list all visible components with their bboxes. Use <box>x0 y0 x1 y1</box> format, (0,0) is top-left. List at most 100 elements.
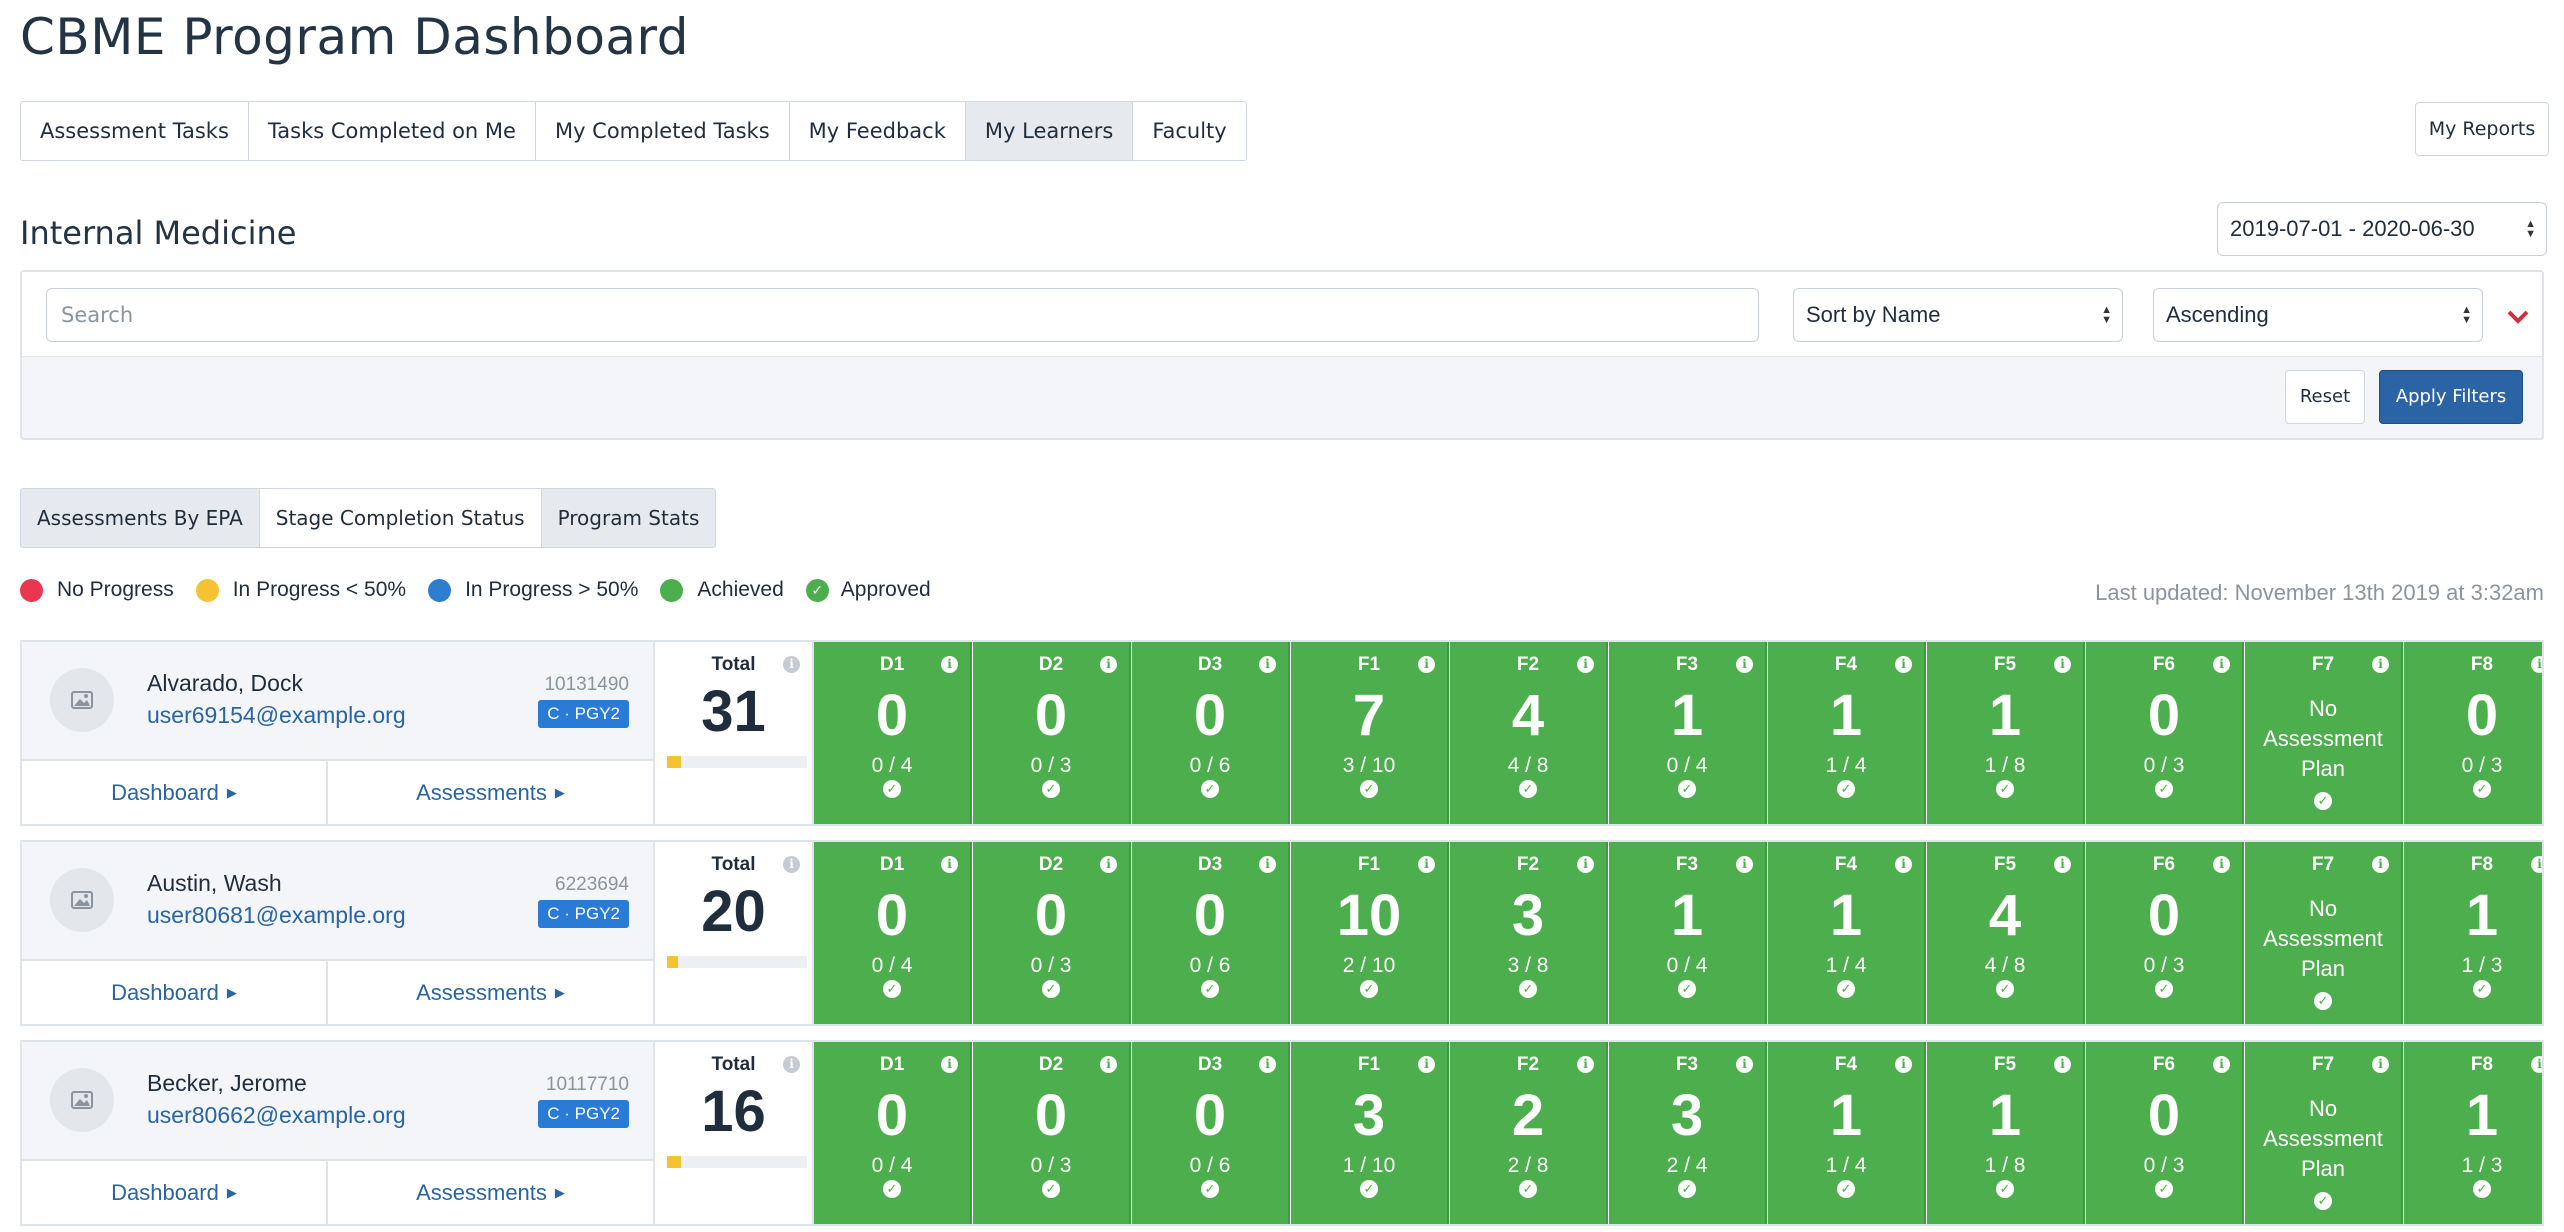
tab-tasks-completed-on-me[interactable]: Tasks Completed on Me <box>248 102 536 160</box>
epa-tile[interactable]: F2 i 4 4 / 8 ✓ <box>1450 642 1608 824</box>
info-icon[interactable]: i <box>1577 1056 1594 1073</box>
info-icon[interactable]: i <box>1100 1056 1117 1073</box>
reset-button[interactable]: Reset <box>2285 370 2365 424</box>
sort-by-select[interactable]: Sort by Name ▲ ▼ <box>1793 288 2123 342</box>
info-icon[interactable]: i <box>2531 1056 2542 1073</box>
epa-tile[interactable]: F4 i 1 1 / 4 ✓ <box>1768 642 1926 824</box>
tab-faculty[interactable]: Faculty <box>1133 102 1246 160</box>
info-icon[interactable]: i <box>1100 856 1117 873</box>
tab-assessment-tasks[interactable]: Assessment Tasks <box>21 102 249 160</box>
tab-my-learners[interactable]: My Learners <box>965 102 1134 160</box>
info-icon[interactable]: i <box>1895 656 1912 673</box>
info-icon[interactable]: i <box>941 656 958 673</box>
info-icon[interactable]: i <box>2213 1056 2230 1073</box>
dashboard-link[interactable]: Dashboard ▶ <box>22 761 328 824</box>
chevron-down-icon[interactable] <box>2507 304 2529 330</box>
info-icon[interactable]: i <box>941 856 958 873</box>
search-input[interactable]: Search <box>46 288 1759 342</box>
epa-tile[interactable]: D1 i 0 0 / 4 ✓ <box>814 1042 972 1224</box>
check-circle-icon: ✓ <box>883 980 901 998</box>
assessments-link[interactable]: Assessments ▶ <box>328 961 653 1024</box>
info-icon[interactable]: i <box>783 856 800 873</box>
learner-email[interactable]: user80662@example.org <box>147 1102 406 1128</box>
learner-email[interactable]: user69154@example.org <box>147 702 406 728</box>
learner-email[interactable]: user80681@example.org <box>147 902 406 928</box>
epa-tile[interactable]: F5 i 1 1 / 8 ✓ <box>1927 642 2085 824</box>
epa-tile[interactable]: D2 i 0 0 / 3 ✓ <box>973 642 1131 824</box>
epa-tile[interactable]: F1 i 3 1 / 10 ✓ <box>1291 1042 1449 1224</box>
assessments-link-label: Assessments <box>416 1179 547 1205</box>
info-icon[interactable]: i <box>1418 856 1435 873</box>
epa-tile[interactable]: F6 i 0 0 / 3 ✓ <box>2086 1042 2244 1224</box>
epa-tile[interactable]: F7 i No Assessment Plan ✓ <box>2245 1042 2403 1224</box>
info-icon[interactable]: i <box>2531 656 2542 673</box>
epa-tile[interactable]: F6 i 0 0 / 3 ✓ <box>2086 842 2244 1024</box>
info-icon[interactable]: i <box>1736 1056 1753 1073</box>
check-circle-icon: ✓ <box>1837 980 1855 998</box>
epa-tile[interactable]: F7 i No Assessment Plan ✓ <box>2245 842 2403 1024</box>
info-icon[interactable]: i <box>1895 1056 1912 1073</box>
epa-tile[interactable]: F7 i No Assessment Plan ✓ <box>2245 642 2403 824</box>
info-icon[interactable]: i <box>783 656 800 673</box>
epa-tile[interactable]: F5 i 1 1 / 8 ✓ <box>1927 1042 2085 1224</box>
info-icon[interactable]: i <box>2372 656 2389 673</box>
epa-tile[interactable]: F2 i 3 3 / 8 ✓ <box>1450 842 1608 1024</box>
info-icon[interactable]: i <box>1259 1056 1276 1073</box>
epa-tile[interactable]: F1 i 7 3 / 10 ✓ <box>1291 642 1449 824</box>
info-icon[interactable]: i <box>1100 656 1117 673</box>
epa-tile[interactable]: D3 i 0 0 / 6 ✓ <box>1132 642 1290 824</box>
info-icon[interactable]: i <box>1259 856 1276 873</box>
epa-tile[interactable]: D1 i 0 0 / 4 ✓ <box>814 842 972 1024</box>
epa-tile[interactable]: F3 i 1 0 / 4 ✓ <box>1609 842 1767 1024</box>
info-icon[interactable]: i <box>941 1056 958 1073</box>
info-icon[interactable]: i <box>1418 656 1435 673</box>
info-icon[interactable]: i <box>2213 856 2230 873</box>
tab-assessments-by-epa[interactable]: Assessments By EPA <box>21 489 260 547</box>
info-icon[interactable]: i <box>2213 656 2230 673</box>
epa-tile[interactable]: D2 i 0 0 / 3 ✓ <box>973 842 1131 1024</box>
date-range-select[interactable]: 2019-07-01 - 2020-06-30 ▲ ▼ <box>2217 202 2547 256</box>
epa-tile[interactable]: F2 i 2 2 / 8 ✓ <box>1450 1042 1608 1224</box>
info-icon[interactable]: i <box>1895 856 1912 873</box>
info-icon[interactable]: i <box>783 1056 800 1073</box>
epa-code: F8 <box>2470 1054 2494 1075</box>
epa-tile[interactable]: F1 i 10 2 / 10 ✓ <box>1291 842 1449 1024</box>
info-icon[interactable]: i <box>2054 1056 2071 1073</box>
info-icon[interactable]: i <box>2372 1056 2389 1073</box>
apply-filters-button[interactable]: Apply Filters <box>2379 370 2523 424</box>
epa-tile[interactable]: F8 i 1 1 / 3 ✓ <box>2404 842 2542 1024</box>
tab-my-feedback[interactable]: My Feedback <box>789 102 966 160</box>
tab-stage-completion-status[interactable]: Stage Completion Status <box>259 489 542 547</box>
epa-tile[interactable]: F5 i 4 4 / 8 ✓ <box>1927 842 2085 1024</box>
epa-tile[interactable]: F6 i 0 0 / 3 ✓ <box>2086 642 2244 824</box>
epa-tile[interactable]: F8 i 0 0 / 3 ✓ <box>2404 642 2542 824</box>
epa-tile[interactable]: F3 i 1 0 / 4 ✓ <box>1609 642 1767 824</box>
epa-tile[interactable]: D3 i 0 0 / 6 ✓ <box>1132 842 1290 1024</box>
epa-tile[interactable]: F8 i 1 1 / 3 ✓ <box>2404 1042 2542 1224</box>
dashboard-link[interactable]: Dashboard ▶ <box>22 1161 328 1224</box>
epa-tile[interactable]: F4 i 1 1 / 4 ✓ <box>1768 1042 1926 1224</box>
info-icon[interactable]: i <box>1736 856 1753 873</box>
info-icon[interactable]: i <box>2054 656 2071 673</box>
order-select[interactable]: Ascending ▲ ▼ <box>2153 288 2483 342</box>
info-icon[interactable]: i <box>1736 656 1753 673</box>
assessments-link[interactable]: Assessments ▶ <box>328 761 653 824</box>
my-reports-button[interactable]: My Reports <box>2415 102 2549 156</box>
info-icon[interactable]: i <box>2372 856 2389 873</box>
tab-program-stats[interactable]: Program Stats <box>541 489 716 547</box>
info-icon[interactable]: i <box>1418 1056 1435 1073</box>
epa-tile[interactable]: F3 i 3 2 / 4 ✓ <box>1609 1042 1767 1224</box>
info-icon[interactable]: i <box>1577 856 1594 873</box>
dashboard-link[interactable]: Dashboard ▶ <box>22 961 328 1024</box>
epa-tile[interactable]: D3 i 0 0 / 6 ✓ <box>1132 1042 1290 1224</box>
epa-tile[interactable]: D2 i 0 0 / 3 ✓ <box>973 1042 1131 1224</box>
tab-my-completed-tasks[interactable]: My Completed Tasks <box>535 102 790 160</box>
epa-ratio: 0 / 3 <box>1030 754 1072 777</box>
info-icon[interactable]: i <box>1577 656 1594 673</box>
epa-tile[interactable]: F4 i 1 1 / 4 ✓ <box>1768 842 1926 1024</box>
info-icon[interactable]: i <box>2531 856 2542 873</box>
epa-tile[interactable]: D1 i 0 0 / 4 ✓ <box>814 642 972 824</box>
assessments-link[interactable]: Assessments ▶ <box>328 1161 653 1224</box>
info-icon[interactable]: i <box>2054 856 2071 873</box>
info-icon[interactable]: i <box>1259 656 1276 673</box>
